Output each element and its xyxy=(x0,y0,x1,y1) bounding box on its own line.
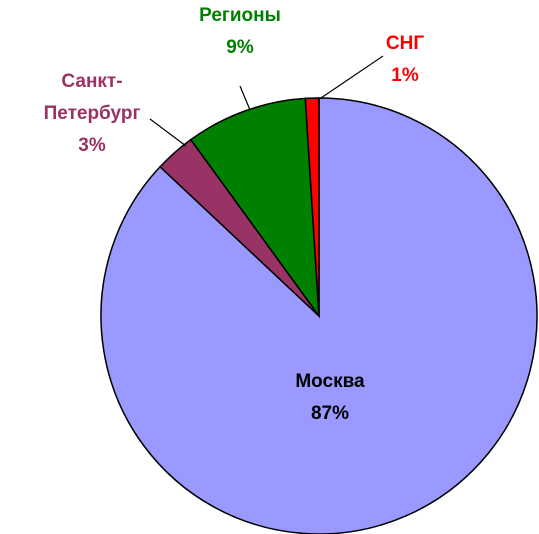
leader-line xyxy=(149,118,187,147)
category-label: Регионы xyxy=(199,5,281,26)
slice-label: Санкт-Петербург 3% xyxy=(36,66,148,162)
value-label: 3% xyxy=(78,135,106,156)
value-label: 87% xyxy=(310,403,350,424)
value-label: 9% xyxy=(226,37,254,58)
category-label: Санкт-Петербург xyxy=(43,71,141,124)
slice-label: Москва 87% xyxy=(230,366,430,430)
pie-slice xyxy=(304,97,320,317)
leader-line xyxy=(317,55,384,101)
pie-slice xyxy=(189,97,320,319)
leader-line xyxy=(239,85,251,111)
slice-label: Регионы 9% xyxy=(140,0,340,64)
category-label: Москва xyxy=(295,371,365,392)
value-label: 1% xyxy=(391,65,419,86)
slice-label: СНГ 1% xyxy=(355,28,455,92)
category-label: СНГ xyxy=(385,33,425,54)
